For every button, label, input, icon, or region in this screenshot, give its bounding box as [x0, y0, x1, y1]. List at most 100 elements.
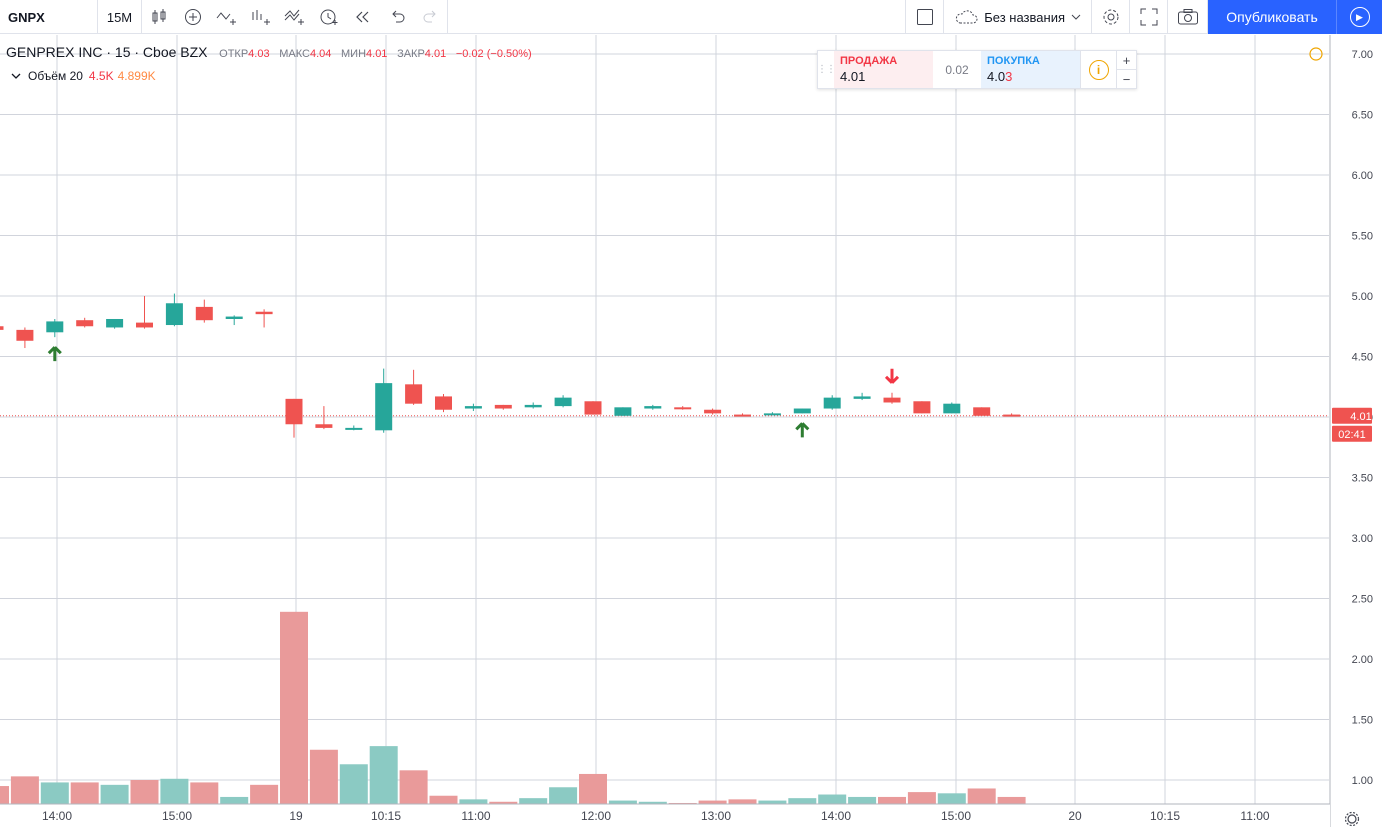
- info-button[interactable]: i: [1080, 51, 1116, 88]
- price-tick-label: 6.50: [1352, 110, 1373, 122]
- countdown-label: 02:41: [1338, 429, 1366, 441]
- candle-body: [883, 397, 901, 403]
- time-tick-label: 15:00: [162, 809, 192, 823]
- current-price-label: 4.01: [1350, 411, 1371, 423]
- time-axis[interactable]: [0, 804, 1330, 827]
- current-price-badge: [1332, 407, 1372, 424]
- volume-bar: [459, 799, 488, 804]
- candle-body: [524, 404, 542, 408]
- candle-body: [734, 414, 751, 417]
- candle-body: [315, 424, 333, 428]
- volume-bar: [907, 792, 936, 804]
- volume-bar: [309, 749, 338, 804]
- volume-bar: [190, 782, 219, 804]
- candle-body: [165, 303, 183, 326]
- volume-bar: [878, 796, 906, 804]
- buy-button[interactable]: ПОКУПКА 4.03: [981, 51, 1080, 88]
- price-tick-label: 2.00: [1352, 654, 1373, 666]
- candle-body: [494, 404, 512, 409]
- checkbox-icon[interactable]: [906, 0, 945, 34]
- time-tick-label: 20: [1068, 809, 1082, 823]
- volume-bar: [608, 800, 637, 804]
- volume-bar: [130, 780, 159, 804]
- chart-area[interactable]: 7.006.506.005.505.004.504.003.503.002.50…: [0, 35, 1382, 827]
- layout-name-button[interactable]: Без названия: [944, 0, 1092, 34]
- time-tick-label: 19: [289, 809, 303, 823]
- buy-signal-arrow-icon: [795, 422, 810, 438]
- symbol-search-button[interactable]: GNPX: [0, 0, 98, 34]
- volume-bar: [579, 773, 607, 804]
- sell-label: ПРОДАЖА: [840, 55, 898, 67]
- time-tick-label: 15:00: [941, 809, 971, 823]
- cloud-icon: [956, 10, 978, 24]
- volume-bar: [818, 794, 847, 804]
- candle-body: [16, 329, 34, 341]
- replay-rewind-icon[interactable]: [346, 0, 380, 34]
- interval-button[interactable]: 15M: [98, 0, 142, 34]
- drag-handle[interactable]: ⋮⋮: [817, 64, 836, 75]
- candle-body: [1003, 414, 1021, 417]
- quantity-minus-button[interactable]: −: [1122, 71, 1131, 87]
- volume-bar: [668, 802, 697, 804]
- chevron-down-icon: [1071, 14, 1081, 20]
- candles-icon[interactable]: [142, 0, 176, 34]
- volume-bar: [997, 796, 1026, 804]
- price-tick-label: 1.00: [1352, 775, 1373, 787]
- quantity-stepper: + −: [1116, 51, 1136, 88]
- volume-bar: [937, 793, 966, 804]
- candle-body: [195, 306, 213, 321]
- legend-high-value: 4.04: [309, 48, 332, 60]
- candle-body: [76, 320, 94, 327]
- price-tick-label: 5.50: [1352, 231, 1373, 243]
- candle-body: [0, 326, 4, 330]
- price-tick-label: 4.50: [1352, 352, 1373, 364]
- legend-symbol-title[interactable]: GENPREX INC · 15 · Cboe BZX: [6, 44, 208, 60]
- volume-bar: [638, 801, 667, 804]
- candle-body: [704, 409, 722, 414]
- compare-icon[interactable]: [244, 0, 278, 34]
- redo-icon[interactable]: [414, 0, 448, 34]
- volume-bar: [788, 798, 817, 804]
- candle-body: [614, 407, 632, 416]
- volume-value: 4.5K: [88, 69, 114, 83]
- templates-icon[interactable]: [278, 0, 312, 34]
- time-tick-label: 12:00: [581, 809, 611, 823]
- time-tick-label: 14:00: [821, 809, 851, 823]
- gear-icon[interactable]: [1092, 0, 1130, 34]
- price-tick-label: 1.50: [1352, 715, 1373, 727]
- chart-settings-gear-icon[interactable]: [1344, 811, 1360, 827]
- add-indicator-icon[interactable]: [176, 0, 210, 34]
- legend-high-label: МАКС: [279, 48, 310, 60]
- candle-body: [464, 406, 482, 409]
- play-button[interactable]: ▶: [1336, 0, 1382, 34]
- volume-bar: [10, 776, 39, 804]
- price-chart[interactable]: 7.006.506.005.505.004.504.003.503.002.50…: [0, 35, 1382, 827]
- buy-label: ПОКУПКА: [987, 55, 1040, 67]
- candle-body: [763, 413, 781, 416]
- candle-body: [644, 406, 662, 409]
- volume-bar: [549, 787, 578, 804]
- volume-bar: [100, 784, 129, 804]
- collapse-chevron-icon[interactable]: [10, 72, 22, 80]
- alert-icon[interactable]: [312, 0, 346, 34]
- quantity-plus-button[interactable]: +: [1117, 51, 1136, 70]
- spread-value: 0.02: [945, 62, 969, 77]
- info-icon: i: [1088, 59, 1109, 80]
- indicators-icon[interactable]: [210, 0, 244, 34]
- legend-close-value: 4.01: [424, 48, 447, 60]
- candle-body: [46, 321, 64, 333]
- camera-icon[interactable]: [1168, 0, 1208, 34]
- buy-signal-arrow-icon: [47, 346, 62, 362]
- candle-body: [853, 396, 871, 399]
- candle-body: [225, 316, 243, 319]
- undo-icon[interactable]: [380, 0, 414, 34]
- sell-button[interactable]: ПРОДАЖА 4.01: [834, 51, 933, 88]
- volume-bar: [250, 784, 279, 804]
- publish-button[interactable]: Опубликовать: [1208, 0, 1336, 34]
- candle-body: [375, 383, 393, 431]
- fullscreen-icon[interactable]: [1130, 0, 1168, 34]
- gear-icon-teeth: [1344, 811, 1360, 827]
- buy-sell-widget: ⋮⋮ ПРОДАЖА 4.01 0.02 ПОКУПКА 4.03 i + −: [817, 50, 1137, 89]
- price-tick-label: 3.50: [1352, 473, 1373, 485]
- currency-marker-icon[interactable]: [1309, 47, 1323, 61]
